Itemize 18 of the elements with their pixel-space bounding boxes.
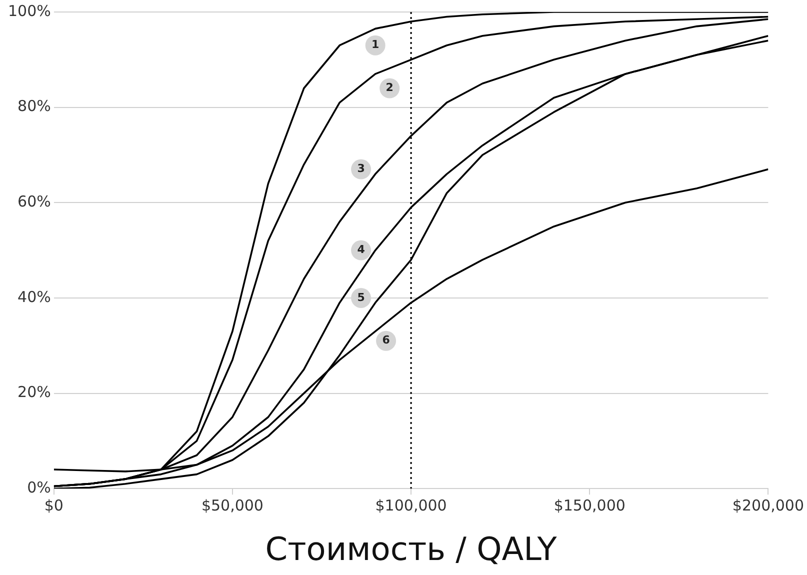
annotation: 1 <box>372 38 380 52</box>
y-tick-label: 40% <box>18 288 51 306</box>
y-tick-label: 0% <box>27 478 51 496</box>
annotation: 4 <box>357 243 366 256</box>
x-axis-title: Стоимость / QALY <box>265 530 558 568</box>
y-tick-label: 80% <box>18 97 51 116</box>
x-tick-label: $200,000 <box>732 496 804 514</box>
y-tick-label: 60% <box>18 192 51 211</box>
x-tick-label: $150,000 <box>554 496 626 514</box>
x-tick-label: $100,000 <box>375 496 447 514</box>
y-tick-label: 20% <box>18 383 51 402</box>
annotation: 3 <box>357 162 365 176</box>
x-tick-label: $0 <box>44 496 64 514</box>
y-tick-label: 100% <box>8 2 51 20</box>
annotation: 5 <box>357 290 365 304</box>
annotation: 6 <box>382 334 390 347</box>
x-tick-label: $50,000 <box>201 496 264 514</box>
annotation: 2 <box>386 81 394 94</box>
